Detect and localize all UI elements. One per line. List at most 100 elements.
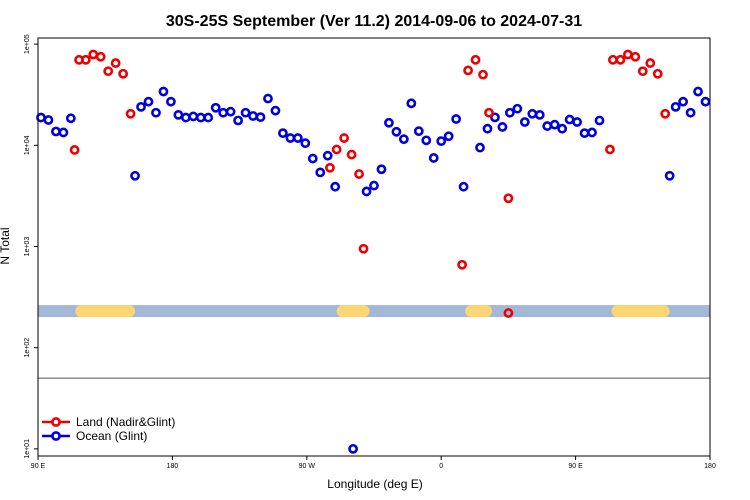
ocean-point [361,186,372,197]
land-point [88,49,99,60]
axis-ticks: 90 E 180 90 W 0 90 E 180 1e+01 1e+02 1e+03 1e+04 1… [24,34,716,470]
x-tick-label: 90 W [299,463,316,470]
ocean-point [210,102,221,113]
legend-marker [51,417,61,427]
ocean-point [693,86,703,97]
ocean-point [504,107,515,118]
ocean-point [233,115,244,126]
ocean-point [130,170,140,181]
ocean-point [195,112,206,123]
ocean-point [203,112,214,123]
ocean-point [700,96,711,107]
ocean-point [315,167,326,178]
ocean-band [38,305,710,318]
ocean-point [278,128,288,139]
land-point [470,54,481,65]
ocean-point [166,96,176,107]
land-segment [336,305,370,318]
land-point [325,162,335,173]
land-segment [465,305,492,318]
ocean-point [322,150,333,161]
chart-title: 30S-25S September (Ver 11.2) 2014-09-06 … [166,13,582,30]
ocean-point [136,101,146,112]
land-point [478,69,488,80]
ocean-point [270,105,281,116]
ocean-point [542,121,553,131]
ocean-point [218,107,229,118]
ocean-point [348,443,358,454]
ocean-point [587,127,597,138]
ocean-point [519,117,530,127]
ocean-point [458,181,469,192]
ocean-point [490,112,500,123]
legend: Land (Nadir&Glint)Ocean (Glint) [42,415,175,443]
ocean-point [664,170,675,181]
ocean-point [594,115,605,126]
ocean-point [180,112,191,123]
ocean-point [143,96,154,107]
ocean-point [330,181,341,192]
land-point [605,144,615,155]
land-point [69,145,80,155]
ocean-point [151,107,161,118]
ocean-point [51,126,61,137]
land-point [622,49,633,60]
ocean-point [475,142,485,153]
land-point [118,68,129,79]
land-point [608,54,618,65]
ocean-point [443,131,454,142]
ocean-point [300,138,311,149]
legend-label: Land (Nadir&Glint) [76,415,175,429]
x-tick-label: 0 [439,463,443,470]
y-axis-label: N Total [0,227,12,264]
ocean-point [65,113,76,124]
land-segment [611,305,670,318]
land-point [503,308,514,318]
ocean-point [285,133,296,143]
ocean-point [58,127,69,138]
x-tick-label: 90 E [31,463,46,470]
land-point [110,58,121,68]
land-point [503,193,514,204]
x-tick-label: 180 [167,463,179,470]
land-point [339,133,350,143]
legend-marker [51,431,61,441]
land-point [331,144,342,155]
y-tick-label: 1e+02 [24,338,31,358]
land-point [346,149,357,160]
ocean-point [369,180,379,191]
ocean-point [406,98,417,109]
y-tick-label: 1e+04 [24,135,31,155]
ocean-point [248,111,258,121]
plot-frame [37,37,711,457]
land-point [358,243,369,254]
ocean-point [527,108,538,119]
land-point [125,108,136,119]
ocean-point [685,107,696,118]
land-point [660,108,671,119]
ocean-point [451,114,462,124]
land-point [457,259,468,270]
ocean-point [497,122,508,132]
ocean-point [376,164,387,175]
ocean-point [188,111,199,122]
ocean-point [307,153,318,164]
ocean-point [421,135,432,146]
x-tick-label: 90 E [568,463,583,470]
legend-label: Ocean (Glint) [76,429,147,443]
ocean-point [482,123,493,134]
land-point [645,58,656,68]
ocean-point [534,109,545,120]
ocean-point [384,117,394,128]
y-tick-label: 1e+05 [24,34,31,54]
ocean-point [263,93,273,104]
ocean-point [173,109,184,120]
ocean-point [158,86,169,97]
ocean-point [549,119,560,130]
ocean-point [678,96,689,107]
x-axis-label: Longitude (deg E) [327,477,422,491]
land-point [103,66,114,77]
ocean-point [557,123,568,134]
ocean-point [398,134,409,145]
